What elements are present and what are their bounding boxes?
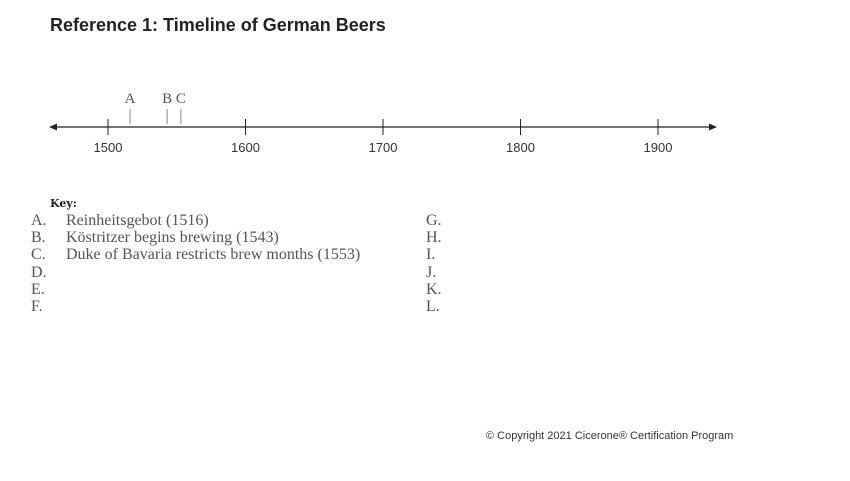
key-item-letter: E.: [31, 280, 45, 298]
key-item: C. Duke of Bavaria restricts brew months …: [31, 246, 360, 263]
timeline-event-label: B: [162, 91, 172, 107]
key-item: D.: [31, 264, 360, 281]
key-item: E.: [31, 281, 360, 298]
key-item-letter: K.: [426, 280, 442, 298]
key-item-letter: L.: [426, 297, 440, 315]
key-item-letter: B.: [31, 229, 46, 247]
key-item: F.: [31, 298, 360, 315]
key-item-letter: H.: [426, 229, 442, 247]
key-item-letter: C.: [31, 246, 46, 264]
key-item: L.: [426, 298, 461, 315]
key-list-right: G. H. I. J. K. L.: [426, 212, 461, 315]
timeline-event-label: C: [176, 91, 186, 107]
key-item-text: Duke of Bavaria restricts brew months (1…: [66, 246, 361, 264]
key-item-letter: F.: [31, 297, 43, 315]
timeline-event-label: A: [125, 91, 136, 107]
key-title: Key:: [50, 197, 77, 210]
key-item: G.: [426, 212, 461, 229]
timeline-left-arrow-icon: [49, 123, 57, 131]
timeline-tick-label: 1700: [369, 140, 398, 155]
key-item-letter: J.: [426, 263, 437, 281]
page-title: Reference 1: Timeline of German Beers: [50, 15, 386, 35]
key-list-left: A. Reinheitsgebot (1516) B. Köstritzer beg…: [31, 212, 360, 315]
key-item-letter: I.: [426, 246, 436, 264]
key-item-letter: A.: [31, 212, 47, 229]
timeline-tick-label: 1500: [94, 140, 123, 155]
key-item: A. Reinheitsgebot (1516): [31, 212, 360, 229]
key-item: K.: [426, 281, 461, 298]
key-item-text: Köstritzer begins brewing (1543): [66, 229, 279, 247]
timeline-tick-label: 1900: [644, 140, 673, 155]
key-item: I.: [426, 246, 461, 263]
key-item: J.: [426, 264, 461, 281]
copyright-notice: © Copyright 2021 Cicerone® Certification…: [486, 430, 734, 442]
key-item-letter: D.: [31, 263, 47, 281]
key-item-letter: G.: [426, 212, 442, 229]
key-item: B. Köstritzer begins brewing (1543): [31, 229, 360, 246]
key-item-text: Reinheitsgebot (1516): [66, 212, 209, 229]
timeline-right-arrow-icon: [709, 123, 717, 131]
timeline-tick-label: 1600: [231, 140, 260, 155]
key-item: H.: [426, 229, 461, 246]
timeline-tick-label: 1800: [506, 140, 535, 155]
